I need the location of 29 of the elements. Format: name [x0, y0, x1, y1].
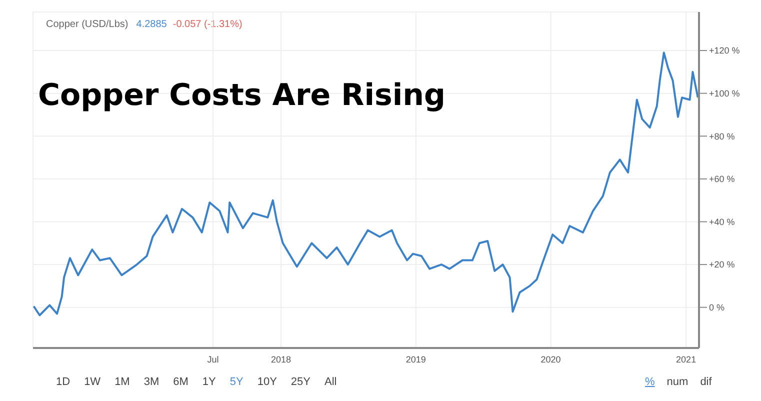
text: dif: [700, 376, 712, 388]
text: 3M: [144, 376, 160, 388]
text: Copper (USD/Lbs): [46, 19, 128, 30]
text: 1W: [84, 376, 101, 388]
x-tick-label: 2019: [406, 354, 426, 364]
x-tick-label: 2021: [676, 354, 696, 364]
y-tick-label: +80 %: [709, 131, 735, 142]
text: 1Y: [202, 376, 216, 388]
y-tick-label: +40 %: [709, 216, 735, 227]
text: %: [645, 376, 655, 388]
y-tick-label: +120 %: [709, 46, 740, 56]
y-tick-label: +100 %: [709, 88, 740, 99]
text: 1D: [56, 376, 70, 388]
text: 25Y: [290, 376, 310, 388]
y-tick-label: +60 %: [709, 174, 735, 184]
text: Copper Costs Are Rising: [38, 78, 446, 113]
annotation: 4.2885: [136, 19, 167, 30]
y-tick-label: +20 %: [709, 260, 735, 270]
text: 10Y: [257, 376, 277, 388]
x-tick-label: 2020: [540, 354, 561, 364]
text: 5Y: [230, 376, 244, 388]
text: 6M: [173, 376, 188, 388]
text: All: [324, 376, 337, 388]
text: 1M: [114, 376, 130, 388]
x-tick-label: 2018: [270, 354, 292, 364]
y-tick-label: 0 %: [709, 302, 725, 313]
text: num: [666, 376, 688, 388]
x-tick-label: Jul: [207, 354, 219, 364]
line-series: [33, 52, 699, 316]
